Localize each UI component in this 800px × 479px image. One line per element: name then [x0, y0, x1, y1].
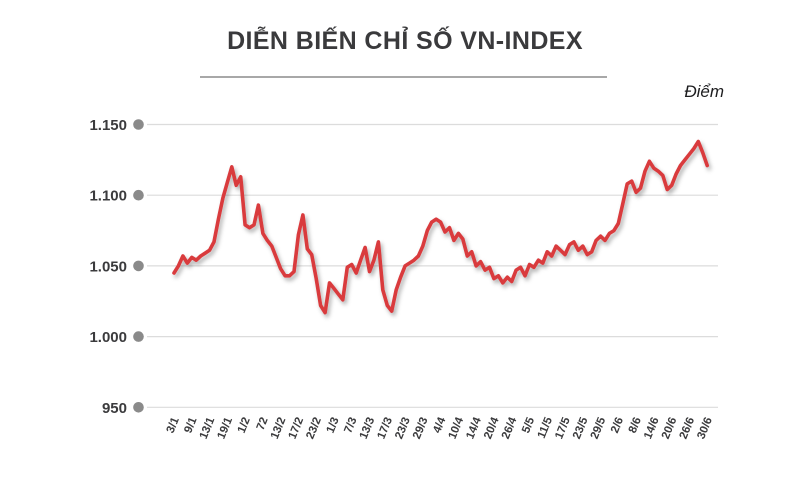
x-tick-label: 20/6: [660, 416, 680, 441]
x-tick-label: 1/3: [325, 416, 342, 435]
x-tick-label: 13/3: [358, 416, 378, 441]
x-tick-label: 29/5: [589, 415, 609, 441]
x-tick-label: 1/2: [236, 416, 253, 435]
page-title: DIỄN BIẾN CHỈ SỐ VN-INDEX: [227, 27, 583, 55]
x-tick-label: 23/3: [393, 416, 413, 441]
gridline-dot: [133, 260, 144, 272]
x-tick-label: 30/6: [695, 416, 715, 441]
gridline-dot: [133, 119, 144, 130]
y-tick-label: 1.100: [89, 188, 127, 205]
x-tick-label: 13/2: [269, 416, 289, 441]
y-axis-labels: 1.150 1.100 1.050 1.000 950: [89, 117, 127, 417]
x-tick-label: 72: [255, 416, 271, 432]
x-tick-label: 17/3: [376, 416, 396, 441]
x-tick-label: 14/6: [642, 416, 662, 441]
gridline-dot: [133, 189, 144, 201]
y-tick-label: 1.150: [89, 117, 127, 134]
x-tick-label: 2/6: [609, 416, 626, 435]
x-tick-label: 5/5: [520, 415, 537, 435]
vnindex-line: [172, 139, 710, 315]
unit-label: Điểm: [684, 82, 724, 101]
gridline-dot: [133, 331, 144, 342]
x-tick-label: 3/1: [165, 415, 182, 435]
x-tick-label: 29/3: [411, 416, 431, 441]
x-tick-label: 8/6: [627, 416, 644, 435]
x-tick-label: 9/1: [182, 415, 199, 435]
vnindex-series-line: [172, 139, 710, 315]
x-tick-label: 17/2: [287, 416, 307, 441]
x-tick-label: 4/4: [431, 415, 448, 435]
gridlines: [133, 119, 718, 413]
x-tick-label: 26/4: [500, 415, 520, 441]
y-tick-label: 950: [102, 400, 127, 417]
x-tick-label: 7/3: [342, 416, 359, 435]
title-underline: [200, 76, 607, 78]
gridline-dot: [133, 402, 144, 413]
x-tick-label: 19/1: [216, 415, 236, 441]
x-tick-label: 26/6: [678, 416, 698, 441]
x-tick-label: 23/2: [304, 416, 324, 441]
y-tick-label: 1.000: [89, 329, 127, 346]
y-tick-label: 1.050: [89, 258, 127, 275]
